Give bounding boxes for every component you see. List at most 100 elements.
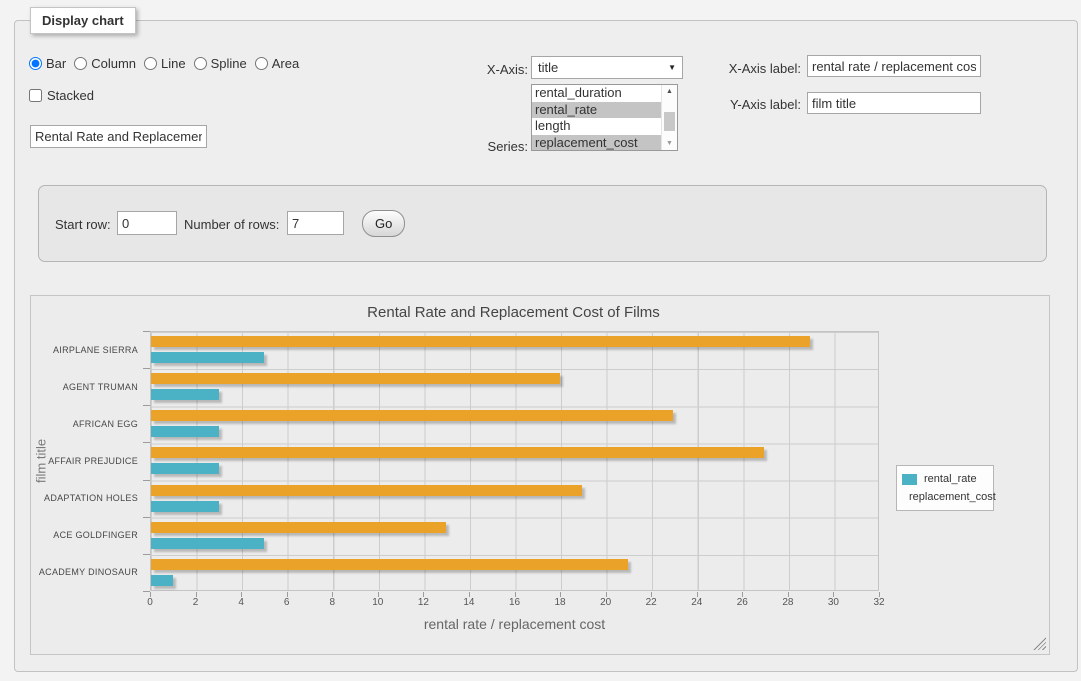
x-tick-mark	[332, 592, 333, 597]
chart-type-option-line[interactable]: Line	[144, 56, 186, 71]
chart-legend: rental_rate replacement_cost	[896, 465, 994, 511]
x-tick-label: 16	[495, 597, 535, 608]
bar-rental_rate	[151, 352, 264, 363]
x-tick-mark	[879, 592, 880, 597]
chart-type-label: Area	[272, 56, 299, 71]
series-select-label: Series:	[440, 139, 528, 154]
y-tick-mark	[143, 480, 150, 481]
chart-type-radio-spline[interactable]	[194, 57, 207, 70]
x-tick-label: 2	[176, 597, 216, 608]
bar-rental_rate	[151, 501, 219, 512]
y-tick-mark	[143, 331, 150, 332]
chart-type-radio-line[interactable]	[144, 57, 157, 70]
series-listbox[interactable]: rental_durationrental_ratelengthreplacem…	[531, 84, 678, 151]
y-tick-mark	[143, 517, 150, 518]
series-scrollbar[interactable]: ▲ ▼	[661, 85, 677, 150]
number-of-rows-label: Number of rows:	[184, 217, 279, 232]
chart-type-label: Line	[161, 56, 186, 71]
series-option-rental_rate[interactable]: rental_rate	[532, 102, 661, 119]
x-tick-label: 30	[813, 597, 853, 608]
x-tick-label: 8	[312, 597, 352, 608]
y-axis-title: film title	[32, 381, 50, 541]
series-option-replacement_cost[interactable]: replacement_cost	[532, 135, 661, 152]
x-tick-label: 20	[586, 597, 626, 608]
legend-entry-rental_rate: rental_rate	[902, 470, 988, 488]
x-tick-mark	[196, 592, 197, 597]
series-option-rental_duration[interactable]: rental_duration	[532, 85, 661, 102]
go-button[interactable]: Go	[362, 210, 405, 237]
scrollbar-thumb[interactable]	[664, 112, 675, 131]
x-axis-select[interactable]: title ▼	[531, 56, 683, 79]
bar-rental_rate	[151, 389, 219, 400]
bar-replacement_cost	[151, 485, 582, 496]
x-axis-label-label: X-Axis label:	[700, 61, 801, 76]
y-axis-label-input[interactable]	[807, 92, 981, 114]
x-tick-mark	[241, 592, 242, 597]
series-option-length[interactable]: length	[532, 118, 661, 135]
chart-type-label: Spline	[211, 56, 247, 71]
legend-entry-label: rental_rate	[924, 473, 977, 485]
x-tick-label: 0	[130, 597, 170, 608]
x-axis-select-label: X-Axis:	[440, 62, 528, 77]
x-tick-mark	[606, 592, 607, 597]
chart-title: Rental Rate and Replacement Cost of Film…	[31, 304, 996, 321]
x-tick-mark	[378, 592, 379, 597]
panel-title: Display chart	[30, 7, 136, 34]
stacked-checkbox[interactable]	[29, 89, 42, 102]
bar-rental_rate	[151, 538, 264, 549]
legend-swatch-icon	[902, 474, 917, 485]
bar-replacement_cost	[151, 373, 560, 384]
x-tick-label: 22	[631, 597, 671, 608]
number-of-rows-input[interactable]	[287, 211, 344, 235]
legend-entry-replacement_cost: replacement_cost	[902, 488, 988, 506]
scroll-up-icon[interactable]: ▲	[662, 85, 677, 98]
x-tick-mark	[515, 592, 516, 597]
x-tick-label: 10	[358, 597, 398, 608]
x-axis-label-input[interactable]	[807, 55, 981, 77]
x-tick-label: 18	[540, 597, 580, 608]
x-tick-mark	[287, 592, 288, 597]
chart-type-option-spline[interactable]: Spline	[194, 56, 247, 71]
x-tick-mark	[697, 592, 698, 597]
chart-type-radio-area[interactable]	[255, 57, 268, 70]
chart-type-radio-bar[interactable]	[29, 57, 42, 70]
scroll-down-icon[interactable]: ▼	[662, 137, 677, 150]
chevron-down-icon: ▼	[668, 63, 676, 72]
resize-handle[interactable]	[1033, 637, 1046, 650]
category-label: AIRPLANE SIERRA	[31, 331, 144, 368]
x-axis-title: rental rate / replacement cost	[150, 616, 879, 632]
x-tick-mark	[150, 592, 151, 597]
bar-replacement_cost	[151, 447, 764, 458]
legend-entry-label: replacement_cost	[909, 491, 996, 503]
x-tick-label: 32	[859, 597, 899, 608]
start-row-input[interactable]	[117, 211, 177, 235]
stacked-label: Stacked	[47, 88, 94, 103]
bar-rental_rate	[151, 426, 219, 437]
x-tick-mark	[560, 592, 561, 597]
chart-title-input[interactable]	[30, 125, 207, 148]
bar-replacement_cost	[151, 336, 810, 347]
chart-type-radio-group: Bar Column Line Spline Area	[29, 56, 307, 71]
bar-replacement_cost	[151, 522, 446, 533]
x-axis-selected-value: title	[538, 60, 668, 75]
x-tick-label: 6	[267, 597, 307, 608]
chart-type-label: Bar	[46, 56, 66, 71]
chart-type-option-column[interactable]: Column	[74, 56, 136, 71]
bar-replacement_cost	[151, 410, 673, 421]
x-tick-label: 14	[449, 597, 489, 608]
bar-rental_rate	[151, 463, 219, 474]
chart-type-option-area[interactable]: Area	[255, 56, 299, 71]
x-tick-label: 28	[768, 597, 808, 608]
x-tick-label: 24	[677, 597, 717, 608]
chart-type-option-bar[interactable]: Bar	[29, 56, 66, 71]
x-tick-mark	[788, 592, 789, 597]
chart-type-radio-column[interactable]	[74, 57, 87, 70]
category-label: ACADEMY DINOSAUR	[31, 554, 144, 591]
series-options: rental_durationrental_ratelengthreplacem…	[532, 85, 661, 150]
start-row-label: Start row:	[55, 217, 111, 232]
y-tick-mark	[143, 442, 150, 443]
chart-container: Rental Rate and Replacement Cost of Film…	[30, 295, 1050, 655]
stacked-option[interactable]: Stacked	[29, 88, 94, 103]
plot-area	[150, 331, 879, 591]
x-tick-mark	[742, 592, 743, 597]
